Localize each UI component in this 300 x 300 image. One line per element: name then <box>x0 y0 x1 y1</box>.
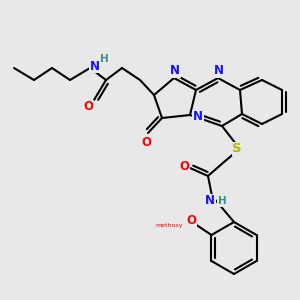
Text: O: O <box>187 214 196 227</box>
Text: N: N <box>205 194 215 208</box>
Text: N: N <box>90 59 100 73</box>
Text: S: S <box>232 142 242 155</box>
Text: N: N <box>193 110 203 124</box>
Text: methoxy: methoxy <box>156 224 183 229</box>
Text: O: O <box>179 160 189 172</box>
Text: O: O <box>83 100 93 113</box>
Text: N: N <box>214 64 224 77</box>
Text: H: H <box>100 54 108 64</box>
Text: H: H <box>218 196 226 206</box>
Text: O: O <box>141 136 151 148</box>
Text: N: N <box>170 64 180 77</box>
